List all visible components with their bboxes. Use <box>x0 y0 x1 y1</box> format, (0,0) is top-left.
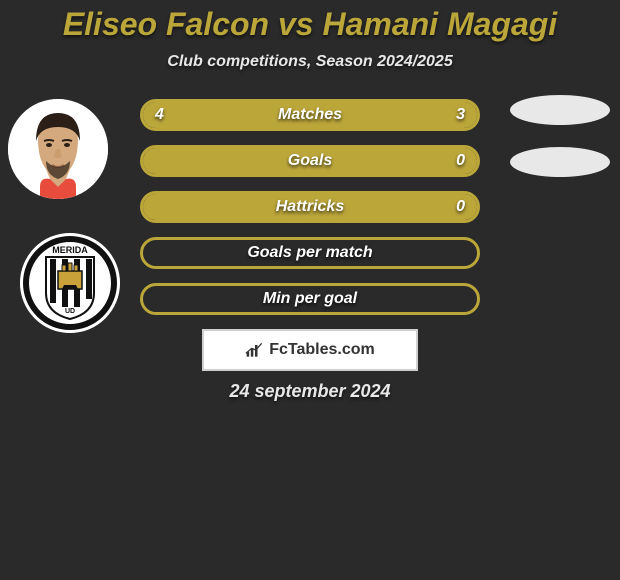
stat-bar-hattricks: Hattricks 0 <box>140 191 480 223</box>
stat-bar-goals-per-match: Goals per match <box>140 237 480 269</box>
stat-label: Goals per match <box>143 240 477 266</box>
stat-label: Matches <box>143 102 477 128</box>
player-photo-left <box>8 99 108 199</box>
val-right: 3 <box>456 102 465 128</box>
club-badge-left: MERIDA UD <box>20 233 120 333</box>
stat-bar-goals: Goals 0 <box>140 145 480 177</box>
svg-text:MERIDA: MERIDA <box>52 245 88 255</box>
page-title: Eliseo Falcon vs Hamani Magagi <box>0 6 620 43</box>
right-oval-1 <box>510 95 610 125</box>
stat-label: Hattricks <box>143 194 477 220</box>
stat-bar-min-per-goal: Min per goal <box>140 283 480 315</box>
stat-bars: 4 Matches 3 Goals 0 Hattricks 0 Goals pe… <box>140 99 480 315</box>
comparison-area: MERIDA UD 4 Matches 3 <box>0 99 620 315</box>
stat-label: Min per goal <box>143 286 477 312</box>
brand-box: FcTables.com <box>202 329 418 371</box>
val-right: 0 <box>456 148 465 174</box>
stat-label: Goals <box>143 148 477 174</box>
val-right: 0 <box>456 194 465 220</box>
stat-bar-matches: 4 Matches 3 <box>140 99 480 131</box>
merida-badge-icon: MERIDA UD <box>20 233 120 333</box>
player-face-icon <box>8 99 108 199</box>
date-text: 24 september 2024 <box>0 381 620 402</box>
right-oval-2 <box>510 147 610 177</box>
bar-chart-icon <box>245 341 265 359</box>
svg-text:UD: UD <box>65 308 75 315</box>
page-subtitle: Club competitions, Season 2024/2025 <box>0 53 620 71</box>
brand-text: FcTables.com <box>269 341 375 359</box>
